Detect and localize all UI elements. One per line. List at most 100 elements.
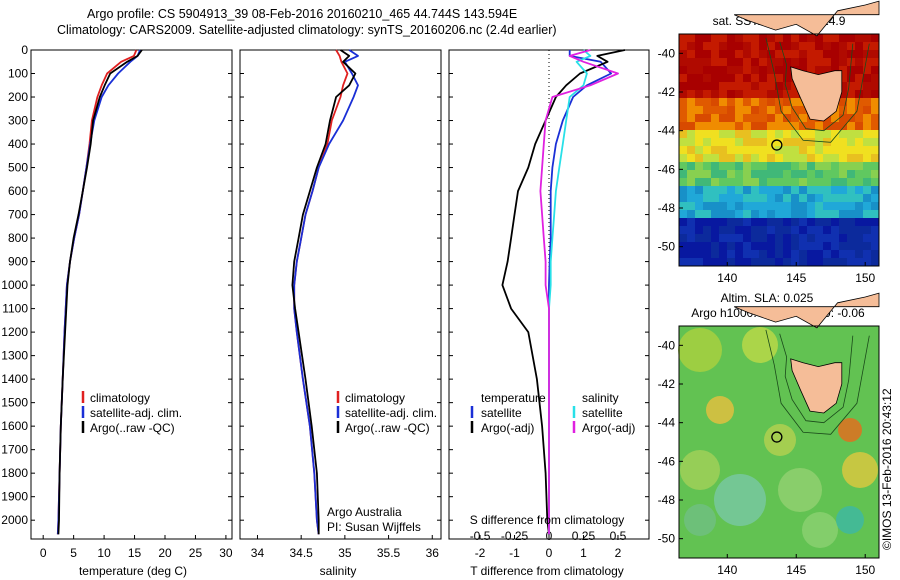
sst-cell [815, 66, 823, 74]
x-tick-label: 34 [251, 546, 265, 560]
sst-cell [863, 186, 871, 194]
sst-cell [695, 98, 703, 106]
sst-cell [679, 106, 687, 114]
sst-cell [743, 242, 751, 250]
sst-cell [735, 138, 743, 146]
depth-tick-label: 1300 [1, 349, 28, 363]
sst-cell [743, 122, 751, 130]
map-y-tick-label: -42 [658, 377, 676, 391]
sst-cell [719, 226, 727, 234]
sst-cell [847, 154, 855, 162]
sst-map: 140 145 150 -40 -42 -44 -46 -48 -50 [658, 0, 880, 285]
sst-cell [791, 90, 799, 98]
sst-cell [863, 154, 871, 162]
sst-cell [863, 122, 871, 130]
sst-cell [855, 250, 863, 258]
sst-cell [775, 90, 783, 98]
sst-cell [855, 74, 863, 82]
sst-cell [735, 98, 743, 106]
sst-cell [783, 250, 791, 258]
sst-cell [871, 82, 879, 90]
sst-cell [727, 42, 735, 50]
sst-cell [839, 34, 847, 42]
sst-cell [783, 50, 791, 58]
sst-cell [791, 194, 799, 202]
sst-cell [767, 138, 775, 146]
sst-cell [863, 130, 871, 138]
sst-cell [839, 114, 847, 122]
sst-cell [863, 34, 871, 42]
sst-cell [799, 194, 807, 202]
sst-cell [863, 258, 871, 266]
map-y-tick-label: -48 [658, 493, 676, 507]
sst-cell [751, 242, 759, 250]
sst-cell [823, 186, 831, 194]
sst-cell [743, 146, 751, 154]
sst-cell [679, 122, 687, 130]
legend-label-climatology: climatology [90, 391, 150, 405]
sst-cell [831, 234, 839, 242]
sst-cell [703, 138, 711, 146]
sst-cell [759, 258, 767, 266]
sst-cell [823, 210, 831, 218]
legend-label-temp-satellite: satellite [481, 406, 522, 420]
sst-cell [815, 242, 823, 250]
map-y-tick-label: -50 [658, 532, 676, 546]
sst-cell [791, 146, 799, 154]
legend-label-argo: Argo(..raw -QC) [90, 421, 175, 435]
sst-cell [767, 50, 775, 58]
sst-cell [807, 218, 815, 226]
sst-cell [759, 66, 767, 74]
sst-cell [775, 34, 783, 42]
sst-cell [695, 58, 703, 66]
sst-cell [847, 106, 855, 114]
sst-cell [711, 210, 719, 218]
depth-tick-label: 800 [8, 231, 28, 245]
sst-cell [807, 138, 815, 146]
sst-cell [847, 218, 855, 226]
sst-cell [799, 122, 807, 130]
sst-cell [871, 242, 879, 250]
sst-cell [871, 114, 879, 122]
sla-anomaly-blob [706, 396, 734, 424]
sst-cell [767, 162, 775, 170]
x-tick-label: 25 [189, 546, 203, 560]
sst-cell [783, 130, 791, 138]
sst-cell [695, 42, 703, 50]
sst-cell [695, 162, 703, 170]
sst-cell [863, 234, 871, 242]
sst-cell [791, 218, 799, 226]
depth-tick-label: 700 [8, 208, 28, 222]
sst-cell [847, 34, 855, 42]
sst-cell [855, 58, 863, 66]
sst-cell [871, 218, 879, 226]
sst-cell [767, 178, 775, 186]
sst-cell [791, 98, 799, 106]
sst-cell [775, 74, 783, 82]
map-y-tick-label: -40 [658, 46, 676, 60]
sst-cell [839, 170, 847, 178]
depth-tick-label: 600 [8, 184, 28, 198]
sst-cell [687, 42, 695, 50]
sst-cell [703, 186, 711, 194]
x-tick-label: 1 [580, 546, 587, 560]
sst-cell [703, 146, 711, 154]
depth-tick-label: 400 [8, 137, 28, 151]
sst-cell [871, 170, 879, 178]
x-tick-label: -1 [509, 546, 520, 560]
sst-cell [759, 82, 767, 90]
sst-cell [751, 130, 759, 138]
sst-cell [687, 242, 695, 250]
sst-cell [863, 218, 871, 226]
sst-cell [799, 146, 807, 154]
sst-cell [687, 234, 695, 242]
depth-tick-label: 200 [8, 90, 28, 104]
depth-tick-label: 1600 [1, 419, 28, 433]
sst-cell [791, 130, 799, 138]
sst-cell [863, 226, 871, 234]
sst-cell [703, 66, 711, 74]
sst-cell [751, 58, 759, 66]
sst-cell [711, 178, 719, 186]
sst-cell [711, 74, 719, 82]
sst-cell [847, 250, 855, 258]
